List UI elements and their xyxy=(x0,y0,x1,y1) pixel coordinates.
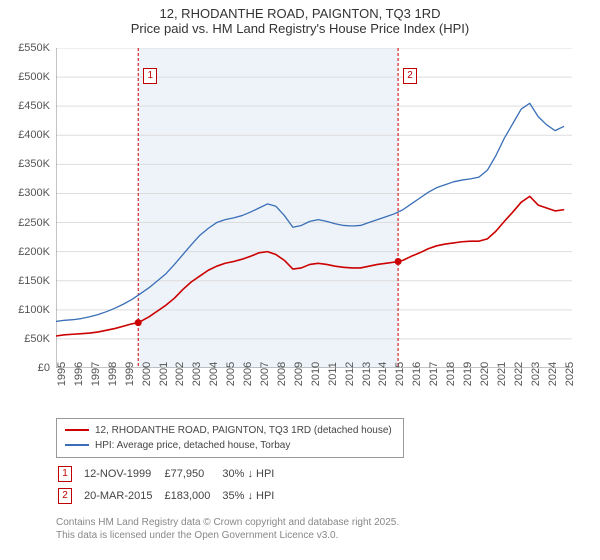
y-axis-labels: £0£50K£100K£150K£200K£250K£300K£350K£400… xyxy=(0,48,54,368)
x-tick-label: 2005 xyxy=(225,362,237,386)
y-tick-label: £250K xyxy=(18,217,50,229)
x-tick-label: 2006 xyxy=(242,362,254,386)
x-tick-label: 2004 xyxy=(208,362,220,386)
x-tick-label: 1996 xyxy=(73,362,85,386)
x-tick-label: 2014 xyxy=(377,362,389,386)
x-tick-label: 2021 xyxy=(496,362,508,386)
x-tick-label: 2000 xyxy=(141,362,153,386)
x-tick-label: 1997 xyxy=(90,362,102,386)
footer-line-2: This data is licensed under the Open Gov… xyxy=(56,529,399,542)
title-line-1: 12, RHODANTHE ROAD, PAIGNTON, TQ3 1RD xyxy=(0,6,600,21)
footer-line-1: Contains HM Land Registry data © Crown c… xyxy=(56,516,399,529)
footer-note: Contains HM Land Registry data © Crown c… xyxy=(56,516,399,542)
sale-marker-badge-inline: 1 xyxy=(58,466,72,482)
legend-label: HPI: Average price, detached house, Torb… xyxy=(95,440,290,451)
legend-item: 12, RHODANTHE ROAD, PAIGNTON, TQ3 1RD (d… xyxy=(65,423,395,438)
x-tick-label: 2008 xyxy=(276,362,288,386)
legend-item: HPI: Average price, detached house, Torb… xyxy=(65,438,395,453)
sale-price: £77,950 xyxy=(164,464,220,484)
sales-table: 1 12-NOV-1999£77,95030% ↓ HPI 2 20-MAR-2015… xyxy=(56,462,286,508)
title-line-2: Price paid vs. HM Land Registry's House … xyxy=(0,21,600,36)
legend-label: 12, RHODANTHE ROAD, PAIGNTON, TQ3 1RD (d… xyxy=(95,425,392,436)
sale-marker-badge-inline: 2 xyxy=(58,488,72,504)
sale-marker-badge: 1 xyxy=(143,68,157,84)
x-tick-label: 2017 xyxy=(428,362,440,386)
y-tick-label: £500K xyxy=(18,71,50,83)
y-tick-label: £0 xyxy=(38,362,50,374)
x-tick-label: 2025 xyxy=(564,362,576,386)
x-tick-label: 2018 xyxy=(445,362,457,386)
sale-delta-vs-hpi: 35% ↓ HPI xyxy=(222,486,284,506)
x-axis-labels: 1995199619971998199920002001200220032004… xyxy=(56,374,572,408)
sales-row: 1 12-NOV-1999£77,95030% ↓ HPI xyxy=(58,464,284,484)
x-tick-label: 2022 xyxy=(513,362,525,386)
chart-svg xyxy=(56,48,572,368)
y-tick-label: £450K xyxy=(18,100,50,112)
legend-swatch xyxy=(65,444,89,446)
y-tick-label: £150K xyxy=(18,275,50,287)
x-tick-label: 2020 xyxy=(479,362,491,386)
x-tick-label: 1999 xyxy=(124,362,136,386)
sale-delta-vs-hpi: 30% ↓ HPI xyxy=(222,464,284,484)
sale-price: £183,000 xyxy=(164,486,220,506)
x-tick-label: 2002 xyxy=(174,362,186,386)
y-tick-label: £350K xyxy=(18,158,50,170)
legend-box: 12, RHODANTHE ROAD, PAIGNTON, TQ3 1RD (d… xyxy=(56,418,404,458)
x-tick-label: 2011 xyxy=(327,362,339,386)
x-tick-label: 1995 xyxy=(56,362,68,386)
x-tick-label: 2009 xyxy=(293,362,305,386)
y-tick-label: £400K xyxy=(18,129,50,141)
x-tick-label: 2010 xyxy=(310,362,322,386)
y-tick-label: £300K xyxy=(18,187,50,199)
x-tick-label: 2001 xyxy=(158,362,170,386)
title-block: 12, RHODANTHE ROAD, PAIGNTON, TQ3 1RD Pr… xyxy=(0,0,600,36)
y-tick-label: £550K xyxy=(18,42,50,54)
chart-plot-area: £0£50K£100K£150K£200K£250K£300K£350K£400… xyxy=(56,48,572,368)
x-tick-label: 2023 xyxy=(530,362,542,386)
x-tick-label: 2024 xyxy=(547,362,559,386)
sale-date: 12-NOV-1999 xyxy=(84,464,162,484)
sale-date: 20-MAR-2015 xyxy=(84,486,162,506)
y-tick-label: £200K xyxy=(18,246,50,258)
y-tick-label: £50K xyxy=(24,333,50,345)
x-tick-label: 2012 xyxy=(344,362,356,386)
sale-marker-badge: 2 xyxy=(403,68,417,84)
x-tick-label: 2003 xyxy=(191,362,203,386)
legend-swatch xyxy=(65,429,89,431)
x-tick-label: 2019 xyxy=(462,362,474,386)
x-tick-label: 1998 xyxy=(107,362,119,386)
sales-row: 2 20-MAR-2015£183,00035% ↓ HPI xyxy=(58,486,284,506)
x-tick-label: 2007 xyxy=(259,362,271,386)
y-tick-label: £100K xyxy=(18,304,50,316)
x-tick-label: 2015 xyxy=(394,362,406,386)
x-tick-label: 2013 xyxy=(361,362,373,386)
x-tick-label: 2016 xyxy=(411,362,423,386)
